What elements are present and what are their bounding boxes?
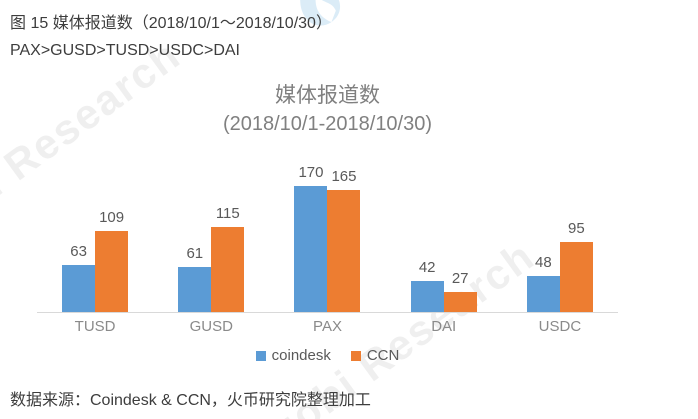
category-axis-labels: TUSD GUSD PAX DAI USDC xyxy=(37,318,618,335)
chart-legend: coindesk CCN xyxy=(37,347,618,364)
bar-rect-CCN-USDC xyxy=(559,242,593,312)
x-tick-label-PAX: PAX xyxy=(313,318,342,335)
bar-rect-coindesk-GUSD xyxy=(178,267,212,312)
legend-item-CCN: CCN xyxy=(350,347,400,364)
value-label-CCN-PAX: 165 xyxy=(331,168,357,185)
value-label-CCN-GUSD: 115 xyxy=(215,205,240,222)
legend-label-CCN: CCN xyxy=(366,347,400,364)
bar-group-DAI: 42 27 xyxy=(410,259,477,312)
bar-rect-coindesk-USDC xyxy=(526,276,560,312)
bar-coindesk-GUSD: 61 xyxy=(178,245,212,312)
bar-group-TUSD: 63 109 xyxy=(62,209,129,312)
legend-swatch-CCN xyxy=(350,350,361,361)
figure-caption-line1: 图 15 媒体报道数（2018/10/1～2018/10/30） xyxy=(10,15,332,32)
value-label-coindesk-USDC: 48 xyxy=(535,254,552,271)
value-label-CCN-TUSD: 109 xyxy=(99,209,125,226)
legend-item-coindesk: coindesk xyxy=(255,347,331,364)
value-label-coindesk-DAI: 42 xyxy=(418,259,436,276)
data-source-note: 数据来源：Coindesk & CCN，火币研究院整理加工 xyxy=(10,392,371,409)
legend-label-coindesk: coindesk xyxy=(271,347,331,364)
bar-group-USDC: 48 95 xyxy=(526,220,593,312)
value-label-coindesk-PAX: 170 xyxy=(298,164,324,181)
bar-rect-coindesk-PAX xyxy=(294,186,328,312)
bar-coindesk-TUSD: 63 xyxy=(62,243,96,312)
bar-rect-CCN-TUSD xyxy=(95,231,129,312)
bar-rect-coindesk-DAI xyxy=(410,281,444,312)
bar-coindesk-USDC: 48 xyxy=(526,254,560,312)
figure-caption-line2: PAX>GUSD>TUSD>USDC>DAI xyxy=(10,42,240,59)
bar-rect-coindesk-TUSD xyxy=(62,265,96,312)
bar-CCN-USDC: 95 xyxy=(559,220,593,312)
bar-CCN-DAI: 27 xyxy=(443,270,477,312)
bar-coindesk-DAI: 42 xyxy=(410,259,444,312)
plot-area: 63 109 61 115 170 165 42 27 48 95 xyxy=(37,160,618,312)
x-tick-label-DAI: DAI xyxy=(431,318,457,335)
bar-CCN-PAX: 165 xyxy=(327,168,361,312)
x-tick-label-TUSD: TUSD xyxy=(74,318,116,335)
bar-rect-CCN-GUSD xyxy=(211,227,245,312)
bar-group-PAX: 170 165 xyxy=(294,164,361,312)
value-label-CCN-DAI: 27 xyxy=(451,270,469,287)
bar-CCN-GUSD: 115 xyxy=(211,205,245,312)
bar-rect-CCN-DAI xyxy=(443,292,477,312)
chart-title: 媒体报道数 xyxy=(275,84,380,107)
x-axis-line xyxy=(37,312,618,313)
bar-rect-CCN-PAX xyxy=(327,190,361,312)
bar-coindesk-PAX: 170 xyxy=(294,164,328,312)
x-tick-label-USDC: USDC xyxy=(538,318,582,335)
x-tick-label-GUSD: GUSD xyxy=(189,318,233,335)
legend-swatch-coindesk xyxy=(255,350,266,361)
bar-CCN-TUSD: 109 xyxy=(95,209,129,312)
huobi-logo-letters: Huo xyxy=(322,0,426,10)
value-label-coindesk-TUSD: 63 xyxy=(70,243,87,260)
chart-subtitle: (2018/10/1-2018/10/30) xyxy=(222,113,433,135)
value-label-coindesk-GUSD: 61 xyxy=(186,245,204,262)
bar-group-GUSD: 61 115 xyxy=(178,205,245,312)
value-label-CCN-USDC: 95 xyxy=(568,220,585,237)
figure-caption: 图 15 媒体报道数（2018/10/1～2018/10/30） PAX>GUS… xyxy=(10,10,332,64)
